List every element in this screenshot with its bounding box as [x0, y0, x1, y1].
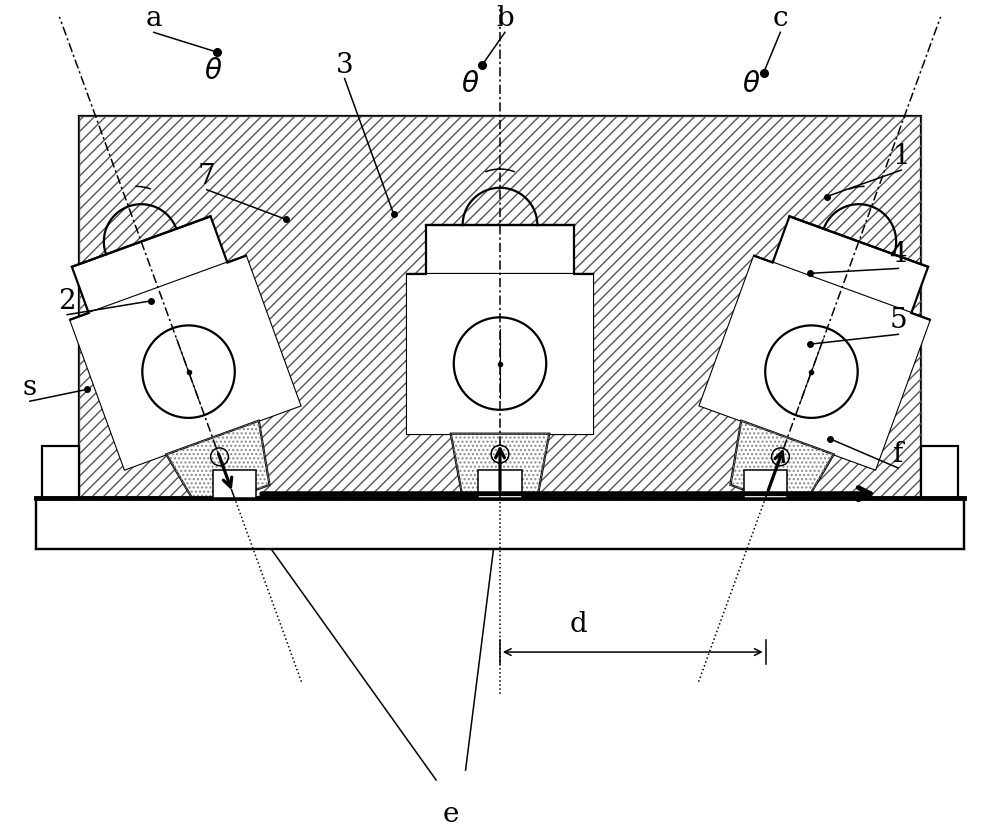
Text: 4: 4 — [890, 242, 907, 268]
Circle shape — [454, 317, 546, 410]
Polygon shape — [166, 421, 270, 510]
Polygon shape — [213, 470, 256, 498]
Polygon shape — [79, 116, 921, 498]
Polygon shape — [407, 275, 593, 434]
Polygon shape — [730, 421, 834, 510]
Text: $\theta$: $\theta$ — [742, 71, 760, 98]
Polygon shape — [407, 275, 593, 434]
Polygon shape — [700, 256, 930, 470]
Text: e: e — [443, 801, 459, 828]
Polygon shape — [70, 256, 300, 470]
Text: 2: 2 — [58, 288, 76, 315]
Polygon shape — [72, 217, 227, 313]
Polygon shape — [70, 256, 300, 470]
Polygon shape — [426, 225, 574, 275]
Text: $\theta$: $\theta$ — [204, 58, 222, 85]
Text: c: c — [773, 5, 788, 32]
Polygon shape — [451, 434, 549, 498]
Circle shape — [142, 325, 235, 417]
Polygon shape — [478, 470, 522, 498]
Polygon shape — [744, 470, 787, 498]
Text: $\theta$: $\theta$ — [461, 71, 480, 98]
Text: b: b — [496, 5, 514, 32]
Text: 7: 7 — [198, 163, 216, 190]
Polygon shape — [921, 447, 958, 498]
Text: d: d — [570, 611, 588, 638]
Polygon shape — [773, 217, 928, 313]
Text: 3: 3 — [336, 51, 353, 79]
Text: 5: 5 — [890, 307, 907, 334]
Text: f: f — [893, 441, 904, 468]
Circle shape — [765, 325, 858, 417]
Text: s: s — [23, 374, 37, 401]
Polygon shape — [700, 256, 930, 470]
Polygon shape — [42, 447, 79, 498]
Text: a: a — [145, 5, 162, 32]
Text: 1: 1 — [892, 143, 910, 170]
Polygon shape — [36, 498, 964, 549]
